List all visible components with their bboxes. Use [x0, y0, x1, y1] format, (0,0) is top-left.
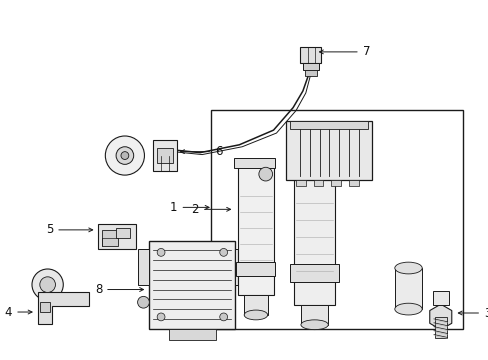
Bar — [295, 180, 305, 186]
Bar — [285, 121, 371, 180]
Text: 6: 6 — [180, 145, 222, 158]
Text: 7: 7 — [319, 45, 369, 58]
Circle shape — [219, 248, 227, 256]
Ellipse shape — [394, 262, 421, 274]
Bar — [238, 161, 273, 296]
Bar — [432, 292, 447, 305]
Bar — [40, 302, 49, 312]
Ellipse shape — [300, 320, 327, 330]
Circle shape — [157, 248, 164, 256]
Bar — [210, 109, 462, 329]
Bar — [153, 140, 176, 171]
Ellipse shape — [244, 310, 267, 320]
Bar — [98, 224, 135, 249]
Bar — [137, 249, 149, 285]
Text: 1: 1 — [170, 201, 208, 214]
Bar — [234, 158, 275, 168]
Text: 2: 2 — [191, 203, 230, 216]
Bar — [313, 180, 323, 186]
Circle shape — [40, 277, 55, 292]
Polygon shape — [429, 304, 451, 330]
Bar — [289, 121, 367, 129]
Bar — [302, 63, 318, 71]
Bar — [102, 230, 118, 246]
Circle shape — [116, 147, 133, 165]
Polygon shape — [38, 292, 88, 324]
Text: 4: 4 — [5, 306, 32, 319]
Bar — [304, 71, 316, 76]
Bar — [394, 268, 421, 309]
Bar — [293, 168, 334, 305]
Circle shape — [157, 313, 164, 321]
Text: 8: 8 — [95, 283, 143, 296]
Text: 5: 5 — [46, 223, 93, 237]
Bar — [116, 228, 129, 238]
Circle shape — [137, 296, 149, 308]
Bar — [149, 240, 235, 329]
Bar — [299, 47, 321, 63]
Ellipse shape — [394, 303, 421, 315]
Bar — [434, 317, 446, 338]
Bar — [300, 305, 327, 325]
Circle shape — [258, 167, 272, 181]
Bar — [235, 249, 246, 285]
Bar — [330, 180, 340, 186]
Circle shape — [105, 136, 144, 175]
Bar — [168, 329, 215, 341]
Bar — [236, 262, 275, 276]
Circle shape — [219, 313, 227, 321]
Circle shape — [121, 152, 128, 159]
Bar — [289, 264, 338, 282]
Circle shape — [32, 269, 63, 300]
Text: 3: 3 — [457, 306, 488, 320]
Bar — [157, 148, 172, 163]
Bar — [348, 180, 358, 186]
Bar — [244, 296, 267, 315]
